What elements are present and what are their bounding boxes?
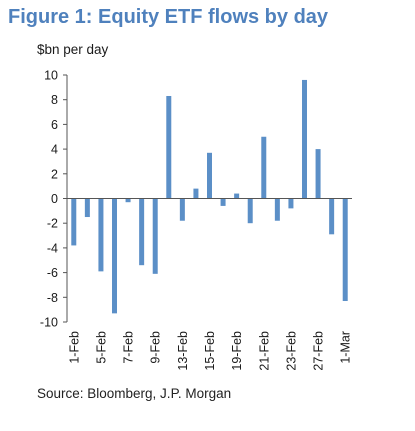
y-axis-label: $bn per day <box>37 42 109 57</box>
y-tick-label: 2 <box>51 167 58 181</box>
y-tick-label: 8 <box>51 93 58 107</box>
x-tick-label: 21-Feb <box>257 331 271 371</box>
bar <box>71 198 77 246</box>
y-tick-label: -4 <box>47 241 58 255</box>
bars <box>71 79 348 314</box>
bar <box>193 188 199 199</box>
bar <box>302 79 307 199</box>
y-tick-label: 4 <box>51 143 58 157</box>
x-tick-label: 9-Feb <box>149 331 163 364</box>
bar <box>234 193 240 199</box>
y-axis: -10 -8 -6 -4 -2 0 2 4 6 8 10 <box>40 69 68 330</box>
y-tick-label: 10 <box>44 69 58 83</box>
bar <box>125 198 131 203</box>
x-tick-label: 5-Feb <box>94 331 108 364</box>
bar <box>274 198 280 221</box>
bar <box>342 198 348 302</box>
bar <box>166 95 172 199</box>
bar <box>315 149 321 199</box>
bar-chart: $bn per day -10 -8 -6 -4 -2 0 2 4 6 8 10 1-Feb 5-Fe… <box>37 42 353 371</box>
bar <box>84 198 90 218</box>
bar <box>152 198 158 274</box>
x-tick-label: 27-Feb <box>312 331 326 371</box>
x-axis: 1-Feb 5-Feb 7-Feb 9-Feb 13-Feb 15-Feb 19-Feb 21… <box>67 198 353 371</box>
x-tick-label: 1-Mar <box>339 331 353 364</box>
x-tick-label: 13-Feb <box>176 331 190 371</box>
bar <box>288 198 294 209</box>
bar <box>247 198 253 224</box>
y-tick-label: -10 <box>40 316 58 330</box>
bar <box>207 152 212 199</box>
bar <box>261 136 267 199</box>
y-tick-label: -8 <box>47 291 58 305</box>
bar <box>179 198 185 221</box>
bar <box>98 198 104 272</box>
bar <box>329 198 335 235</box>
x-tick-label: 19-Feb <box>230 331 244 371</box>
bar <box>220 198 226 206</box>
x-tick-label: 23-Feb <box>284 331 298 371</box>
source-note: Source: Bloomberg, J.P. Morgan <box>37 386 232 401</box>
x-tick-label: 15-Feb <box>203 331 217 371</box>
x-tick-label: 7-Feb <box>122 331 136 364</box>
y-tick-label: 6 <box>51 118 58 132</box>
y-tick-label: -6 <box>47 266 58 280</box>
bar <box>112 198 117 314</box>
bar <box>139 198 145 266</box>
y-tick-label: -2 <box>47 217 58 231</box>
chart-title: Figure 1: Equity ETF flows by day <box>8 6 329 28</box>
y-tick-label: 0 <box>51 192 58 206</box>
x-tick-label: 1-Feb <box>67 331 81 364</box>
